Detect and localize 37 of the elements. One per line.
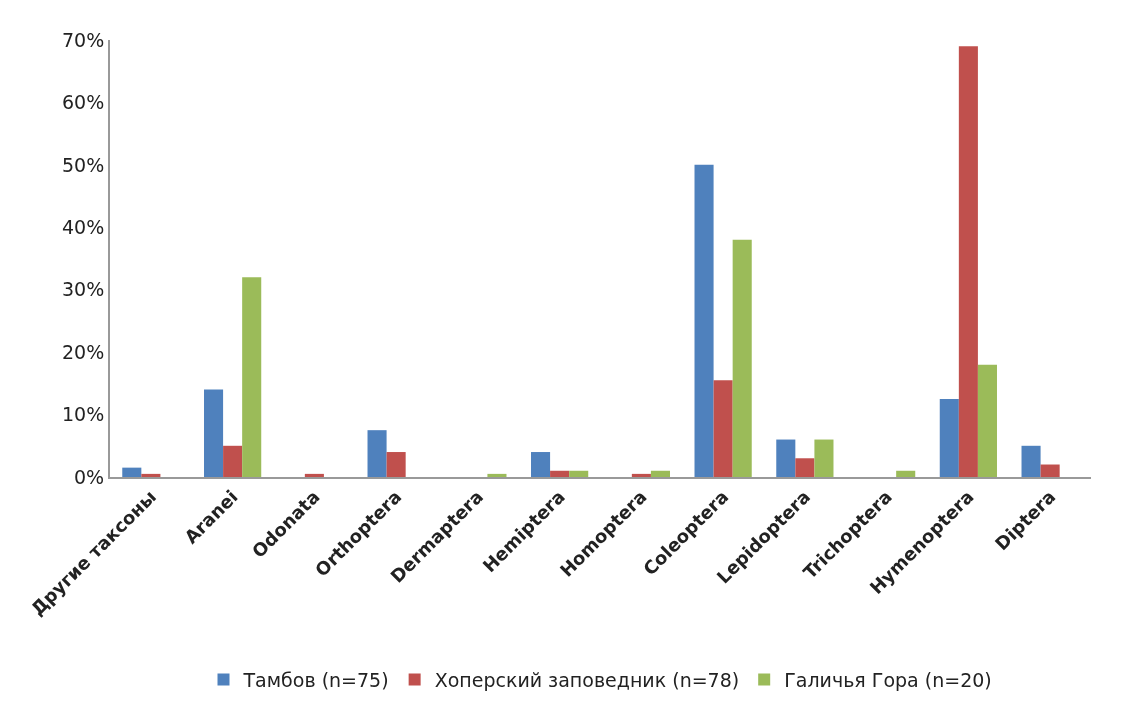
- bar: [367, 430, 387, 477]
- bar: [732, 239, 752, 477]
- legend-label: Галичья Гора (n=20): [784, 668, 992, 691]
- bar: [550, 470, 570, 477]
- bar: [569, 470, 589, 477]
- y-tick-label: 70%: [61, 28, 105, 51]
- bar: [814, 439, 834, 477]
- bar: [896, 470, 916, 477]
- bar: [650, 470, 670, 477]
- bar: [939, 398, 959, 477]
- legend-label: Хоперский заповедник (n=78): [434, 668, 740, 691]
- bar: [531, 452, 551, 477]
- y-tick-label: 50%: [61, 153, 105, 176]
- bar: [223, 445, 243, 477]
- bar: [204, 389, 224, 477]
- y-tick-label: 20%: [61, 340, 105, 363]
- bar: [304, 473, 324, 477]
- bar: [487, 473, 507, 477]
- bar: [122, 467, 142, 477]
- bar: [242, 277, 262, 477]
- bar: [713, 380, 733, 477]
- bar: [386, 452, 406, 477]
- legend-label: Тамбов (n=75): [242, 668, 389, 691]
- bar: [141, 473, 161, 477]
- bar: [1040, 464, 1060, 477]
- bar: [958, 46, 978, 477]
- y-tick-label: 0%: [74, 465, 105, 488]
- y-tick-label: 60%: [61, 91, 105, 114]
- y-tick-label: 40%: [61, 215, 105, 238]
- bar: [694, 164, 714, 477]
- y-tick-label: 30%: [61, 278, 105, 301]
- bar: [776, 439, 796, 477]
- bar: [795, 458, 815, 477]
- bar: [631, 473, 651, 477]
- bar: [1021, 445, 1041, 477]
- bar: [977, 364, 997, 477]
- y-tick-label: 10%: [61, 403, 105, 426]
